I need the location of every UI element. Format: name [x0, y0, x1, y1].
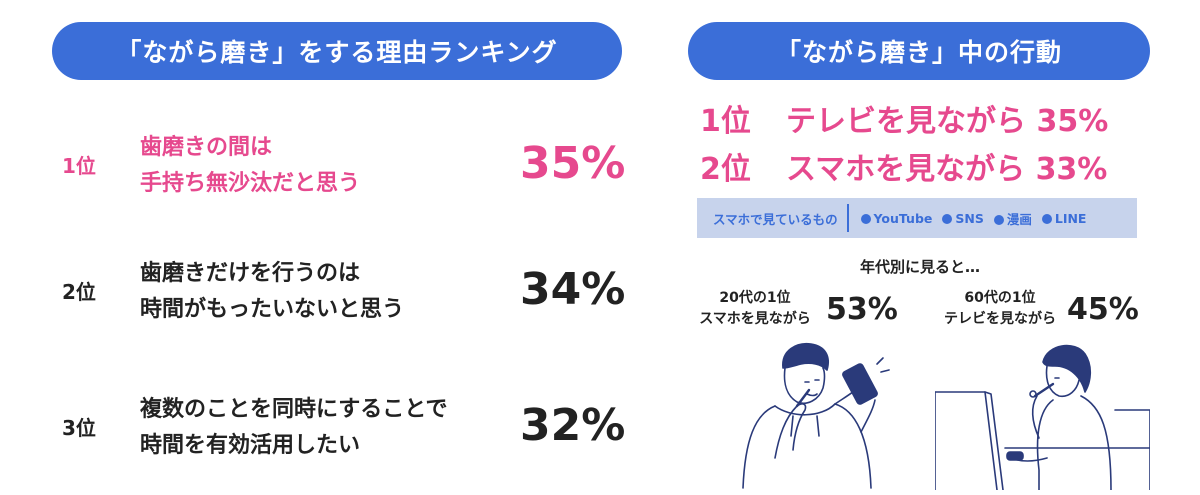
ranking-percent: 34% [520, 264, 626, 315]
behavior-row-1: 1位 テレビを見ながら 35% [700, 96, 1160, 140]
content-item: YouTube [860, 210, 933, 226]
behavior-label: テレビを見ながら [786, 104, 1026, 139]
behavior-title: 「ながら磨き」中の行動 [688, 22, 1150, 80]
content-item-label: 漫画 [1006, 211, 1032, 227]
content-item-label: SNS [955, 210, 984, 226]
reason-line-1: 歯磨きの間は [140, 135, 273, 160]
rank-label: 1位 [62, 154, 96, 178]
age-group-percent: 45% [1067, 292, 1139, 327]
man-smartphone-illustration [742, 342, 890, 489]
behavior-rank: 2位 [700, 152, 751, 187]
ranking-title: 「ながら磨き」をする理由ランキング [52, 22, 622, 80]
content-item-label: YouTube [873, 210, 933, 226]
behavior-label: スマホを見ながら [786, 152, 1026, 187]
reason-text: 歯磨きだけを行うのは 時間がもったいないと思う [140, 256, 500, 328]
smartphone-content-label: スマホで見ているもの [713, 211, 838, 227]
rank-label: 2位 [62, 280, 96, 304]
age-group-line-2: テレビを見ながら [944, 311, 1056, 327]
age-group-line-1: 60代の1位 [964, 290, 1036, 306]
behavior-percent: 33% [1035, 152, 1108, 187]
bullet-icon [1041, 213, 1052, 224]
ranking-row-2: 2位 歯磨きだけを行うのは 時間がもったいないと思う 34% [0, 252, 640, 332]
reason-line-1: 複数のことを同時にすることで [140, 397, 448, 422]
age-group-20s: 20代の1位 スマホを見ながら 53% [690, 288, 950, 338]
bullet-icon [993, 214, 1004, 225]
ranking-row-3: 3位 複数のことを同時にすることで 時間を有効活用したい 32% [0, 388, 640, 468]
age-group-60s: 60代の1位 テレビを見ながら 45% [935, 288, 1195, 338]
age-group-line-1: 20代の1位 [719, 290, 791, 306]
behavior-row-2: 2位 スマホを見ながら 33% [700, 144, 1160, 188]
age-group-percent: 53% [826, 292, 898, 327]
ranking-percent: 32% [520, 400, 626, 451]
content-item-label: LINE [1054, 210, 1087, 226]
ranking-row-1: 1位 歯磨きの間は 手持ち無沙汰だと思う 35% [0, 128, 640, 208]
reason-line-2: 手持ち無沙汰だと思う [140, 171, 361, 196]
behavior-percent: 35% [1036, 104, 1109, 139]
divider [847, 204, 849, 232]
rank-label: 3位 [62, 416, 96, 440]
behavior-rank: 1位 [700, 104, 751, 139]
reason-text: 歯磨きの間は 手持ち無沙汰だと思う [140, 130, 500, 202]
content-item: SNS [942, 210, 984, 226]
reason-text: 複数のことを同時にすることで 時間を有効活用したい [140, 392, 500, 464]
reason-line-2: 時間がもったいないと思う [140, 297, 405, 322]
content-item: 漫画 [993, 209, 1032, 228]
bullet-icon [860, 213, 871, 224]
bullet-icon [942, 213, 953, 224]
age-group-text: 60代の1位 テレビを見ながら [935, 288, 1065, 330]
content-item: LINE [1041, 210, 1087, 226]
by-age-heading: 年代別に見ると… [859, 258, 980, 276]
reason-line-2: 時間を有効活用したい [140, 433, 361, 458]
reason-line-1: 歯磨きだけを行うのは [140, 261, 361, 286]
age-group-text: 20代の1位 スマホを見ながら [690, 288, 820, 330]
age-group-line-2: スマホを見ながら [699, 311, 811, 327]
ranking-percent: 35% [520, 138, 626, 189]
smartphone-content-bar: スマホで見ているもの YouTube SNS 漫画 LINE [697, 198, 1137, 238]
woman-tv-illustration [935, 344, 1150, 490]
